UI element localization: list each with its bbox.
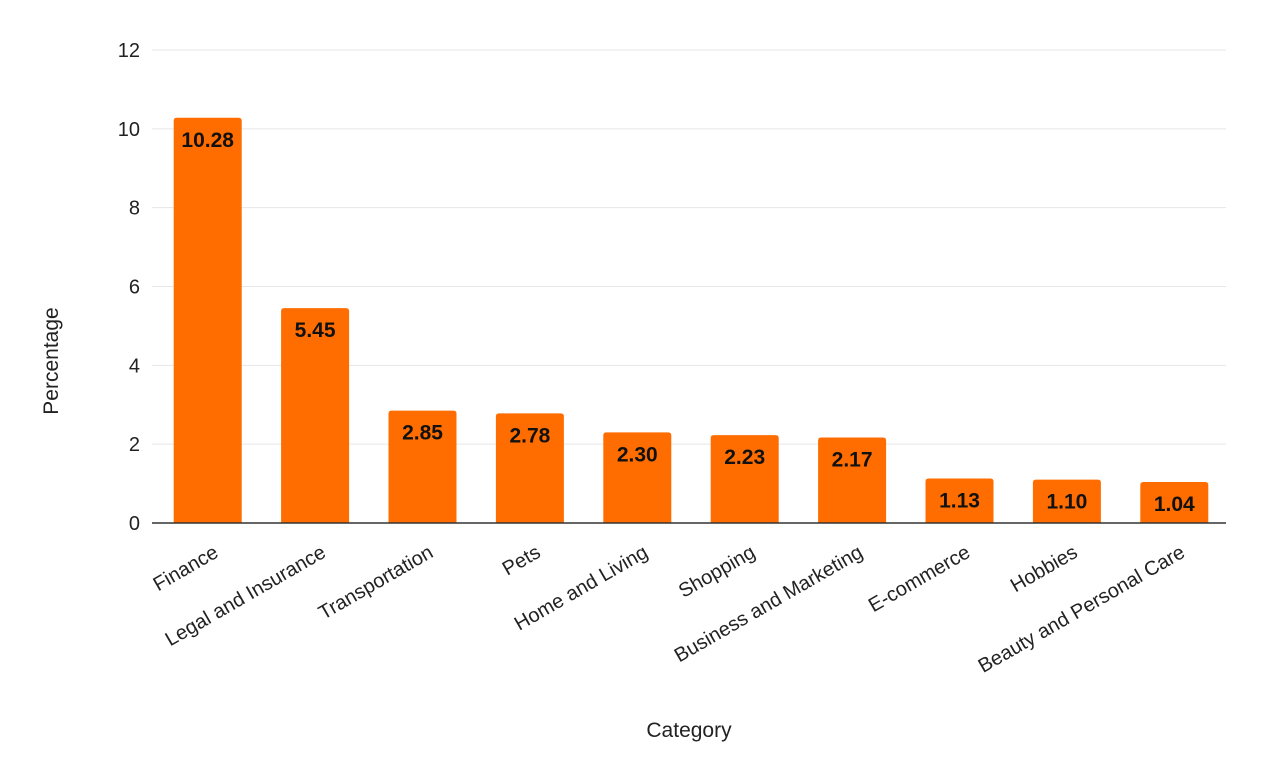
data-label: 2.23 [724, 446, 765, 469]
data-label: 2.78 [509, 424, 550, 447]
data-label: 2.17 [832, 448, 873, 471]
x-axis-title: Category [646, 719, 732, 742]
y-tick-label: 12 [118, 40, 140, 62]
bar [173, 117, 242, 524]
bar [388, 410, 457, 523]
y-axis-title: Percentage [40, 307, 63, 414]
bar [925, 478, 994, 523]
data-label: 1.10 [1046, 491, 1087, 514]
bar [1140, 482, 1209, 523]
bar [603, 432, 672, 523]
y-tick-label: 4 [129, 355, 140, 377]
data-label: 5.45 [295, 319, 336, 342]
data-label: 2.30 [617, 443, 658, 466]
y-axis-ticks: 0 2 4 6 8 10 12 [118, 40, 140, 535]
data-label: 10.28 [181, 129, 234, 152]
x-category-label: Shopping [675, 541, 759, 602]
x-category-label: Hobbies [1007, 541, 1082, 597]
bar [495, 413, 564, 523]
x-category-label: Beauty and Personal Care [975, 541, 1189, 677]
y-tick-label: 6 [129, 277, 140, 299]
bars [173, 117, 1209, 524]
y-tick-label: 2 [129, 434, 140, 456]
x-category-label: E-commerce [865, 541, 974, 617]
data-label: 2.85 [402, 422, 443, 445]
x-category-label: Transportation [315, 541, 437, 624]
x-category-label: Finance [150, 541, 223, 596]
x-category-label: Pets [499, 541, 545, 580]
bar [1032, 479, 1101, 523]
bar [710, 435, 779, 523]
data-label: 1.04 [1154, 493, 1195, 516]
bar [818, 437, 887, 523]
y-tick-label: 10 [118, 119, 140, 141]
data-label: 1.13 [939, 489, 980, 512]
bar [281, 308, 350, 523]
x-category-label: Business and Marketing [671, 541, 867, 667]
y-tick-label: 8 [129, 198, 140, 220]
y-tick-label: 0 [129, 513, 140, 535]
data-labels: 10.28 5.45 2.85 2.78 2.30 2.23 2.17 1.13 1.10 1.0… [181, 129, 1195, 516]
